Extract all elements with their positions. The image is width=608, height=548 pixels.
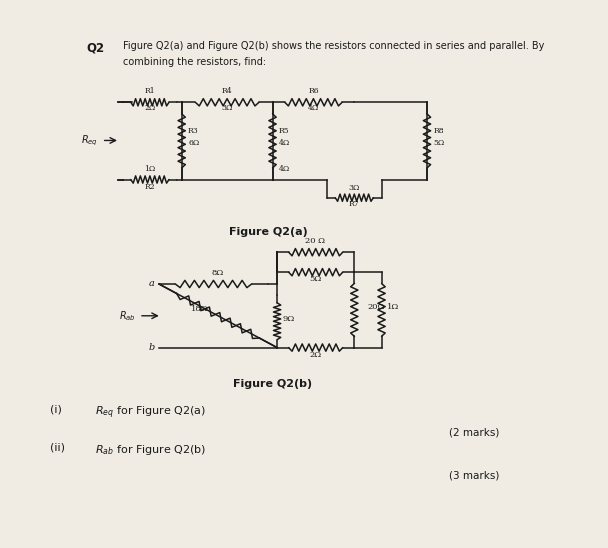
Text: 20 Ω: 20 Ω <box>305 237 325 245</box>
Text: $R_{eq}$ for Figure Q2(a): $R_{eq}$ for Figure Q2(a) <box>95 405 207 421</box>
Text: 3Ω: 3Ω <box>348 184 360 191</box>
Text: R1: R1 <box>145 87 155 95</box>
Text: 4Ω: 4Ω <box>279 139 290 147</box>
Text: 4Ω: 4Ω <box>279 165 290 173</box>
Text: 3Ω: 3Ω <box>221 105 233 112</box>
Text: b: b <box>148 343 154 352</box>
Text: R8: R8 <box>434 127 444 135</box>
Text: 2Ω: 2Ω <box>144 105 156 112</box>
Text: Figure Q2(a) and Figure Q2(b) shows the resistors connected in series and parall: Figure Q2(a) and Figure Q2(b) shows the … <box>123 42 544 67</box>
Text: (2 marks): (2 marks) <box>449 427 500 437</box>
Text: R4: R4 <box>222 87 232 95</box>
Text: a: a <box>148 279 154 288</box>
Text: Figure Q2(a): Figure Q2(a) <box>229 227 308 237</box>
Text: 5Ω: 5Ω <box>309 275 322 283</box>
Text: Figure Q2(b): Figure Q2(b) <box>233 379 312 390</box>
Text: (ii): (ii) <box>50 443 65 453</box>
Text: R2: R2 <box>145 182 155 191</box>
Text: R5: R5 <box>279 127 289 135</box>
Text: Q2: Q2 <box>86 42 105 54</box>
Text: 18Ω: 18Ω <box>191 305 209 313</box>
Text: 1Ω: 1Ω <box>144 165 156 173</box>
Text: 8Ω: 8Ω <box>212 269 224 277</box>
Text: (i): (i) <box>50 405 62 415</box>
Text: $R_{eq}$: $R_{eq}$ <box>81 133 98 147</box>
Text: $R_{ab}$ for Figure Q2(b): $R_{ab}$ for Figure Q2(b) <box>95 443 207 457</box>
Text: (3 marks): (3 marks) <box>449 470 500 480</box>
Text: 9Ω: 9Ω <box>283 315 295 323</box>
Text: 1Ω: 1Ω <box>387 304 399 311</box>
Text: R7: R7 <box>349 200 359 208</box>
Text: R3: R3 <box>188 127 199 135</box>
Text: R6: R6 <box>308 87 319 95</box>
Text: $R_{ab}$: $R_{ab}$ <box>119 309 136 323</box>
Text: 5Ω: 5Ω <box>434 139 444 147</box>
Text: 2Ω: 2Ω <box>309 351 321 359</box>
Text: 20Ω: 20Ω <box>368 304 385 311</box>
Text: 4Ω: 4Ω <box>308 105 319 112</box>
Text: 6Ω: 6Ω <box>188 139 199 147</box>
